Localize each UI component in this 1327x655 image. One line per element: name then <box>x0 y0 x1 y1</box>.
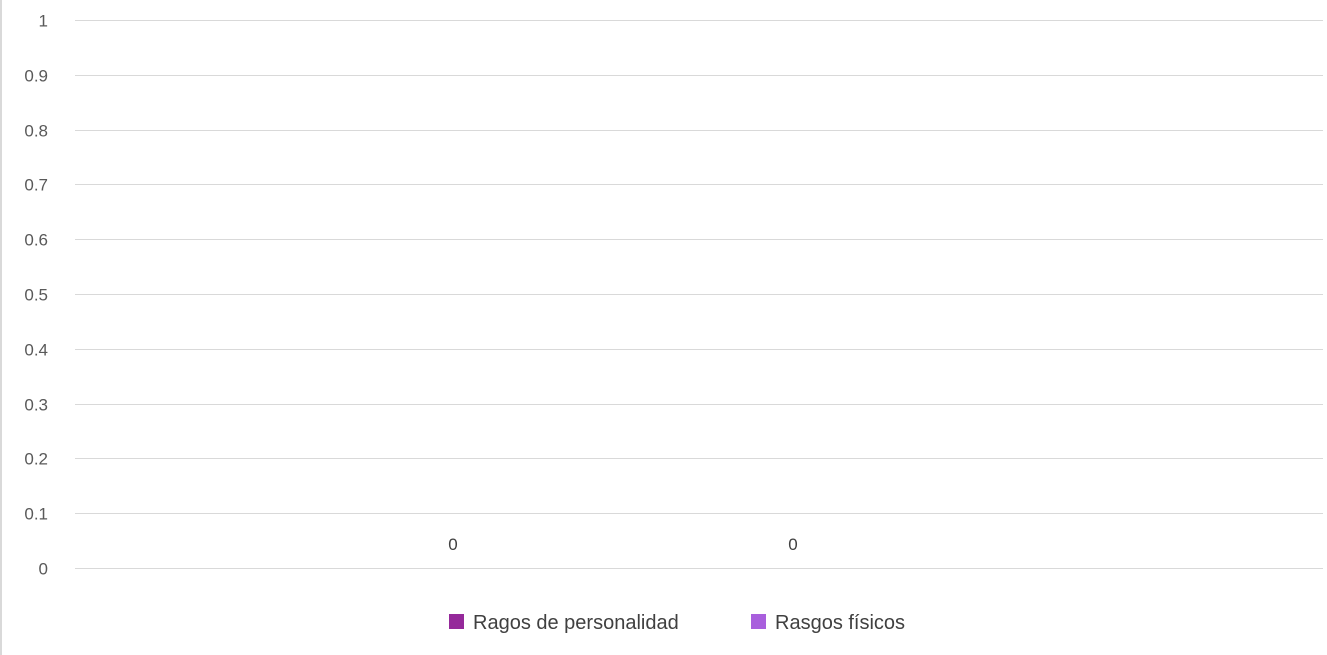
y-tick-label: 0.4 <box>24 341 48 360</box>
left-border <box>0 0 2 655</box>
y-tick-label: 0 <box>39 560 48 579</box>
y-tick-label: 0.8 <box>24 122 48 141</box>
legend-swatch <box>751 614 766 629</box>
y-axis-tick-labels: 0 0.1 0.2 0.3 0.4 0.5 0.6 0.7 0.8 0.9 1 <box>24 12 48 579</box>
data-label: 0 <box>788 535 797 554</box>
y-tick-label: 1 <box>39 12 48 31</box>
legend: Ragos de personalidad Rasgos físicos <box>449 612 905 634</box>
data-label: 0 <box>448 535 457 554</box>
y-tick-label: 0.2 <box>24 450 48 469</box>
legend-swatch <box>449 614 464 629</box>
y-tick-label: 0.1 <box>24 505 48 524</box>
y-tick-label: 0.5 <box>24 286 48 305</box>
legend-label: Rasgos físicos <box>775 612 905 634</box>
legend-label: Ragos de personalidad <box>473 612 679 634</box>
y-tick-label: 0.6 <box>24 231 48 250</box>
y-tick-label: 0.9 <box>24 67 48 86</box>
gridlines <box>75 20 1323 569</box>
y-tick-label: 0.3 <box>24 396 48 415</box>
y-tick-label: 0.7 <box>24 176 48 195</box>
